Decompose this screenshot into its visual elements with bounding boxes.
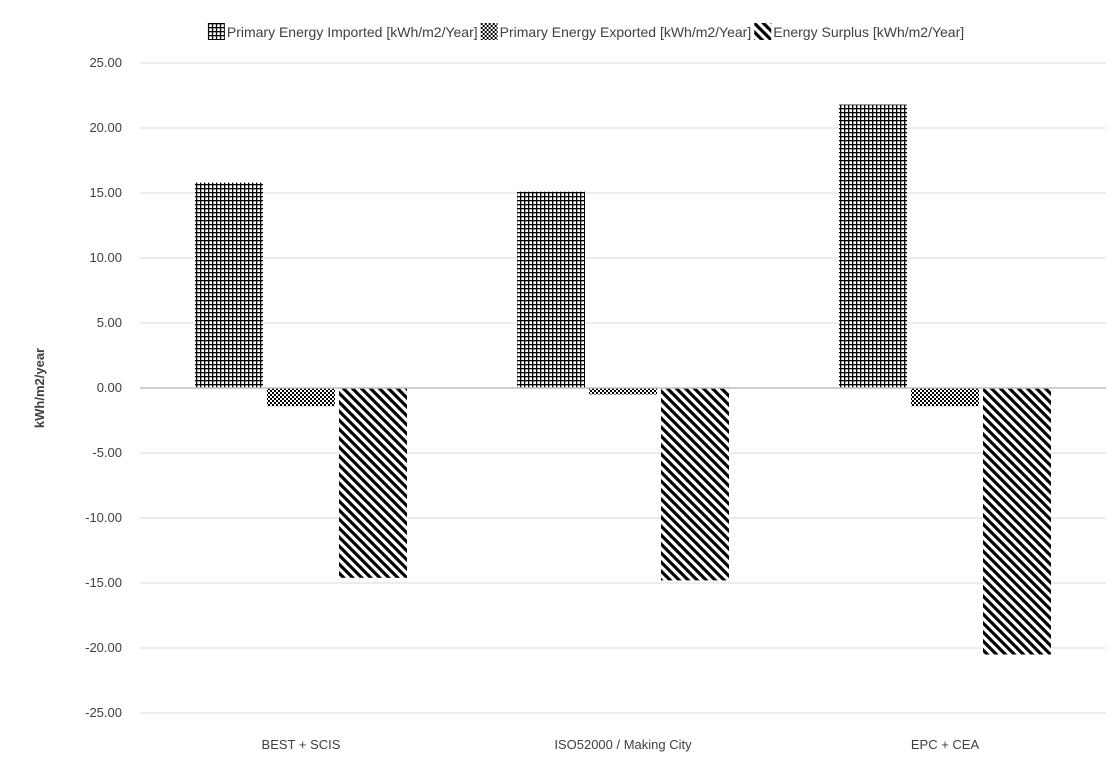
y-tick-label: -10.00 [85, 510, 122, 525]
y-tick-label: -15.00 [85, 575, 122, 590]
bar-grid-0 [195, 182, 263, 388]
y-tick-label: 20.00 [89, 120, 122, 135]
legend-swatch-diagonal [754, 23, 772, 40]
bar-grid-1 [517, 191, 585, 388]
bar-diagonal-0 [339, 388, 407, 578]
y-tick-label: -20.00 [85, 640, 122, 655]
legend-label: Primary Energy Imported [kWh/m2/Year] [227, 24, 478, 40]
legend: Primary Energy Imported [kWh/m2/Year] Pri… [207, 23, 964, 40]
y-axis-title: kWh/m2/year [32, 348, 47, 428]
y-axis-ticks: 25.00 20.00 15.00 10.00 5.00 0.00 -5.00 -10.00 -… [85, 55, 122, 720]
y-tick-label: 5.00 [97, 315, 122, 330]
legend-swatch-grid [207, 23, 225, 40]
x-category-label: BEST + SCIS [262, 737, 341, 752]
x-category-label: ISO52000 / Making City [554, 737, 692, 752]
bar-grid-2 [839, 104, 907, 388]
legend-swatch-checker [480, 23, 498, 40]
y-tick-label: -5.00 [92, 445, 122, 460]
bar-diagonal-1 [661, 388, 729, 581]
bar-diagonal-2 [983, 388, 1051, 655]
x-category-label: EPC + CEA [911, 737, 980, 752]
legend-label: Primary Energy Exported [kWh/m2/Year] [500, 24, 752, 40]
bar-checker-1 [589, 388, 657, 395]
y-tick-label: 25.00 [89, 55, 122, 70]
legend-item: Primary Energy Exported [kWh/m2/Year] [480, 23, 752, 40]
y-tick-label: 10.00 [89, 250, 122, 265]
gridlines [140, 62, 1106, 714]
legend-label: Energy Surplus [kWh/m2/Year] [773, 24, 964, 40]
x-axis-categories: BEST + SCIS ISO52000 / Making City EPC + C… [262, 737, 980, 752]
y-tick-label: 0.00 [97, 380, 122, 395]
legend-item: Energy Surplus [kWh/m2/Year] [754, 23, 964, 40]
y-tick-label: -25.00 [85, 705, 122, 720]
y-tick-label: 15.00 [89, 185, 122, 200]
legend-item: Primary Energy Imported [kWh/m2/Year] [207, 23, 478, 40]
bar-checker-0 [267, 388, 335, 407]
bar-checker-2 [911, 388, 979, 407]
bars [195, 104, 1051, 655]
